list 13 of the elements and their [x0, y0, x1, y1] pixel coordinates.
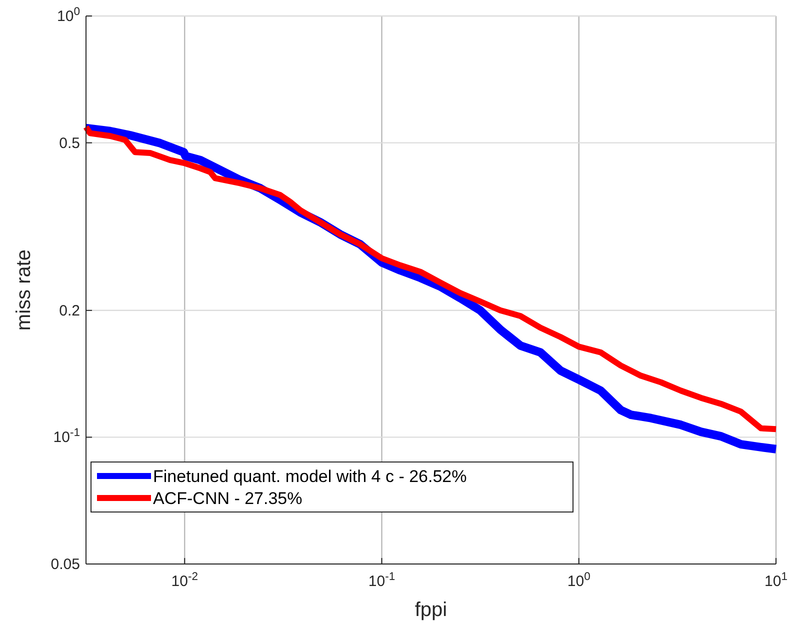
y-tick-label: 0.5: [59, 134, 80, 152]
y-tick-label: 0.2: [59, 302, 80, 320]
x-tick-label: 10$^{-2}$: [171, 571, 198, 590]
x-axis-title: fppi: [414, 599, 448, 621]
y-tick-label: 0.05: [50, 556, 80, 573]
y-tick-label: 10$^{-1}$: [53, 427, 80, 446]
x-tick-label: 10$^{-1}$: [368, 571, 396, 590]
legend-label: Finetuned quant. model with 4 c - 26.52%: [153, 467, 467, 486]
x-tick-label: 10$^{1}$: [764, 571, 788, 590]
x-tick-label: 10$^{0}$: [567, 571, 590, 590]
y-axis-title: miss rate: [13, 249, 35, 331]
legend-label: ACF-CNN - 27.35%: [153, 489, 302, 508]
y-tick-label: 10$^{0}$: [57, 6, 80, 25]
